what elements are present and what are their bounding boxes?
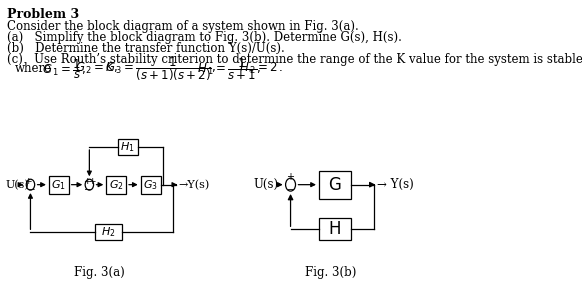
Text: G: G — [328, 176, 342, 194]
Text: −: − — [288, 185, 296, 195]
Bar — [319, 171, 351, 198]
Bar — [141, 176, 161, 194]
Text: U(s): U(s) — [254, 178, 279, 191]
Text: $H_2$: $H_2$ — [101, 225, 116, 239]
Text: +: + — [88, 177, 96, 186]
Bar — [118, 139, 137, 155]
Text: (b)   Determine the transfer function Y(s)/U(s).: (b) Determine the transfer function Y(s)… — [7, 42, 285, 55]
Text: +: + — [286, 172, 294, 182]
Text: $H_{\,2}=2\,.$: $H_{\,2}=2\,.$ — [239, 61, 283, 76]
Text: →Y(s): →Y(s) — [178, 179, 210, 190]
Bar — [49, 176, 69, 194]
Text: +: + — [24, 177, 31, 186]
Text: Fig. 3(a): Fig. 3(a) — [74, 266, 125, 279]
Text: $H_{\,1}=\dfrac{1}{s+1},$: $H_{\,1}=\dfrac{1}{s+1},$ — [197, 56, 261, 82]
Text: $G_{\,1}=\dfrac{1}{s},$: $G_{\,1}=\dfrac{1}{s},$ — [42, 57, 86, 80]
Text: −: − — [27, 184, 35, 193]
Bar — [319, 218, 351, 240]
Text: Problem 3: Problem 3 — [7, 8, 79, 21]
Text: $G_3$: $G_3$ — [143, 178, 158, 192]
Bar — [95, 224, 122, 240]
Text: $G_{\,3}=\dfrac{1}{(s+1)(s+2)},$: $G_{\,3}=\dfrac{1}{(s+1)(s+2)},$ — [105, 55, 217, 83]
Text: (c)   Use Routh’s stability criterion to determine the range of the K value for : (c) Use Routh’s stability criterion to d… — [7, 53, 582, 66]
Bar — [106, 176, 126, 194]
Text: +: + — [83, 177, 90, 186]
Text: $G_2$: $G_2$ — [109, 178, 123, 192]
Text: where: where — [15, 62, 52, 75]
Text: Fig. 3(b): Fig. 3(b) — [304, 266, 356, 279]
Text: −: − — [83, 184, 90, 193]
Text: $G_1$: $G_1$ — [51, 178, 66, 192]
Text: H: H — [329, 220, 341, 238]
Text: $H_1$: $H_1$ — [120, 140, 135, 154]
Text: (a)   Simplify the block diagram to Fig. 3(b). Determine G(s), H(s).: (a) Simplify the block diagram to Fig. 3… — [7, 31, 402, 44]
Text: → Y(s): → Y(s) — [377, 178, 414, 191]
Text: Consider the block diagram of a system shown in Fig. 3(a).: Consider the block diagram of a system s… — [7, 20, 359, 33]
Text: $G_{\,2}=K,$: $G_{\,2}=K,$ — [75, 61, 118, 76]
Text: U(s): U(s) — [6, 179, 30, 190]
